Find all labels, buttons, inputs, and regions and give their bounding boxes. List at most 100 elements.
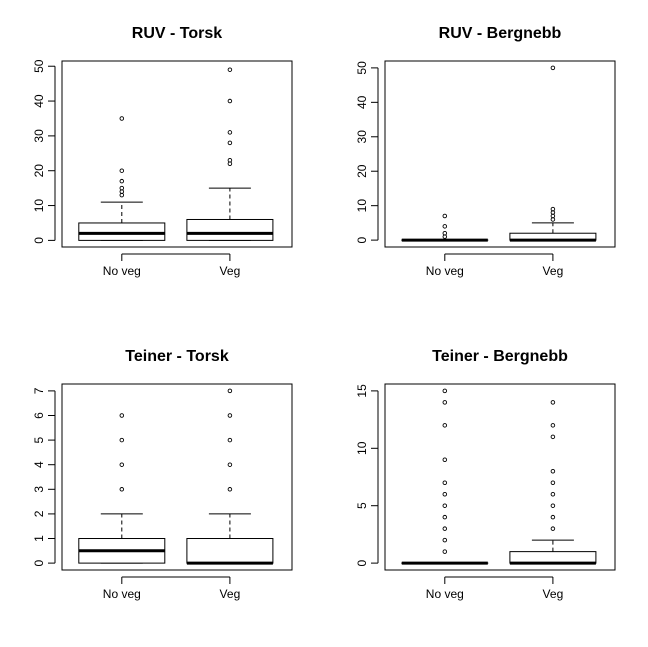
outlier-point bbox=[227, 388, 233, 394]
outlier-point bbox=[442, 537, 448, 543]
x-tick-label: Veg bbox=[543, 264, 564, 278]
y-tick-label: 15 bbox=[355, 384, 369, 398]
box-body bbox=[186, 218, 274, 241]
box-no-veg bbox=[78, 116, 166, 241]
plot-frame bbox=[61, 383, 293, 571]
y-tick-label: 50 bbox=[32, 59, 46, 73]
outlier-point bbox=[550, 423, 556, 428]
outlier-point bbox=[119, 462, 125, 467]
chart-title: RUV - Bergnebb bbox=[439, 25, 562, 42]
y-tick-label: 10 bbox=[355, 441, 369, 455]
y-tick-label: 2 bbox=[32, 510, 46, 517]
y-tick-label: 6 bbox=[32, 412, 46, 419]
box-veg bbox=[186, 388, 274, 565]
outlier-point bbox=[227, 462, 233, 467]
box-body bbox=[78, 222, 166, 241]
box-veg bbox=[186, 67, 274, 241]
outlier-point bbox=[550, 514, 556, 520]
box-veg bbox=[509, 65, 597, 242]
plot-frame bbox=[384, 60, 616, 248]
y-tick-label: 5 bbox=[355, 502, 369, 509]
y-tick-label: 5 bbox=[32, 436, 46, 443]
y-tick-label: 0 bbox=[32, 559, 46, 566]
outlier-point bbox=[227, 130, 233, 135]
outlier-point bbox=[442, 230, 448, 236]
outlier-point bbox=[550, 503, 556, 508]
x-tick-label: Veg bbox=[220, 264, 241, 278]
outlier-point bbox=[550, 480, 556, 485]
outlier-point bbox=[550, 65, 556, 71]
outlier-point bbox=[442, 213, 448, 219]
chart-title: Teiner - Torsk bbox=[125, 348, 229, 365]
outlier-point bbox=[119, 178, 125, 184]
outlier-point bbox=[550, 206, 556, 212]
box-body bbox=[509, 551, 597, 564]
box-body bbox=[186, 538, 274, 564]
y-tick-label: 50 bbox=[355, 61, 369, 75]
plot-frame bbox=[384, 383, 616, 571]
outlier-point bbox=[442, 388, 448, 394]
outlier-point bbox=[227, 98, 233, 104]
outlier-point bbox=[442, 503, 448, 508]
outlier-point bbox=[119, 413, 125, 418]
outlier-point bbox=[442, 549, 448, 554]
plot-frame bbox=[61, 60, 293, 248]
y-tick-label: 40 bbox=[32, 94, 46, 108]
y-tick-label: 3 bbox=[32, 486, 46, 493]
outlier-point bbox=[227, 67, 233, 72]
y-tick-label: 30 bbox=[32, 129, 46, 143]
outlier-point bbox=[227, 413, 233, 418]
outlier-point bbox=[550, 469, 556, 474]
y-tick-label: 40 bbox=[355, 95, 369, 109]
x-tick-label: Veg bbox=[543, 587, 564, 601]
y-tick-label: 4 bbox=[32, 461, 46, 468]
outlier-point bbox=[119, 168, 125, 173]
x-tick-label: No veg bbox=[103, 264, 141, 278]
outlier-point bbox=[442, 526, 448, 531]
chart-panel-2: RUV - Bergnebb 0 10 20 30 40 50 No veg Veg bbox=[355, 25, 616, 278]
y-tick-label: 1 bbox=[32, 535, 46, 542]
chart-panel-4: Teiner - Bergnebb 0 5 10 15 No veg Veg bbox=[355, 348, 616, 601]
outlier-point bbox=[119, 437, 125, 443]
x-tick-label: Veg bbox=[220, 587, 241, 601]
y-tick-label: 10 bbox=[32, 199, 46, 213]
y-tick-label: 20 bbox=[355, 164, 369, 178]
outlier-point bbox=[442, 224, 448, 229]
outlier-point bbox=[550, 434, 556, 440]
outlier-point bbox=[442, 491, 448, 497]
box-veg bbox=[509, 400, 597, 565]
y-tick-label: 20 bbox=[32, 164, 46, 178]
outlier-point bbox=[119, 185, 125, 191]
outlier-point bbox=[550, 491, 556, 497]
outlier-point bbox=[550, 526, 556, 531]
outlier-point bbox=[550, 400, 556, 405]
x-tick-label: No veg bbox=[426, 587, 464, 601]
outlier-point bbox=[442, 480, 448, 485]
outlier-point bbox=[227, 140, 233, 146]
box-no-veg bbox=[78, 413, 166, 564]
chart-title: Teiner - Bergnebb bbox=[432, 348, 568, 365]
chart-panel-1: RUV - Torsk 0 10 20 30 40 50 No veg Veg bbox=[32, 25, 293, 278]
outlier-point bbox=[227, 158, 233, 163]
outlier-point bbox=[119, 487, 125, 492]
y-tick-label: 0 bbox=[355, 559, 369, 566]
outlier-point bbox=[227, 487, 233, 492]
y-tick-label: 0 bbox=[32, 237, 46, 244]
y-tick-label: 30 bbox=[355, 130, 369, 144]
y-tick-label: 7 bbox=[32, 387, 46, 394]
outlier-point bbox=[442, 457, 448, 463]
outlier-point bbox=[442, 514, 448, 520]
outlier-point bbox=[442, 400, 448, 405]
box-no-veg bbox=[401, 213, 489, 242]
box-no-veg bbox=[401, 388, 489, 565]
outlier-point bbox=[442, 423, 448, 428]
x-tick-label: No veg bbox=[426, 264, 464, 278]
outlier-point bbox=[119, 116, 125, 121]
x-tick-label: No veg bbox=[103, 587, 141, 601]
y-tick-label: 0 bbox=[355, 236, 369, 243]
outlier-point bbox=[227, 437, 233, 443]
y-tick-label: 10 bbox=[355, 199, 369, 213]
chart-panel-3: Teiner - Torsk 0 1 2 3 4 5 6 7 No veg Veg bbox=[32, 348, 293, 601]
chart-title: RUV - Torsk bbox=[132, 25, 222, 42]
